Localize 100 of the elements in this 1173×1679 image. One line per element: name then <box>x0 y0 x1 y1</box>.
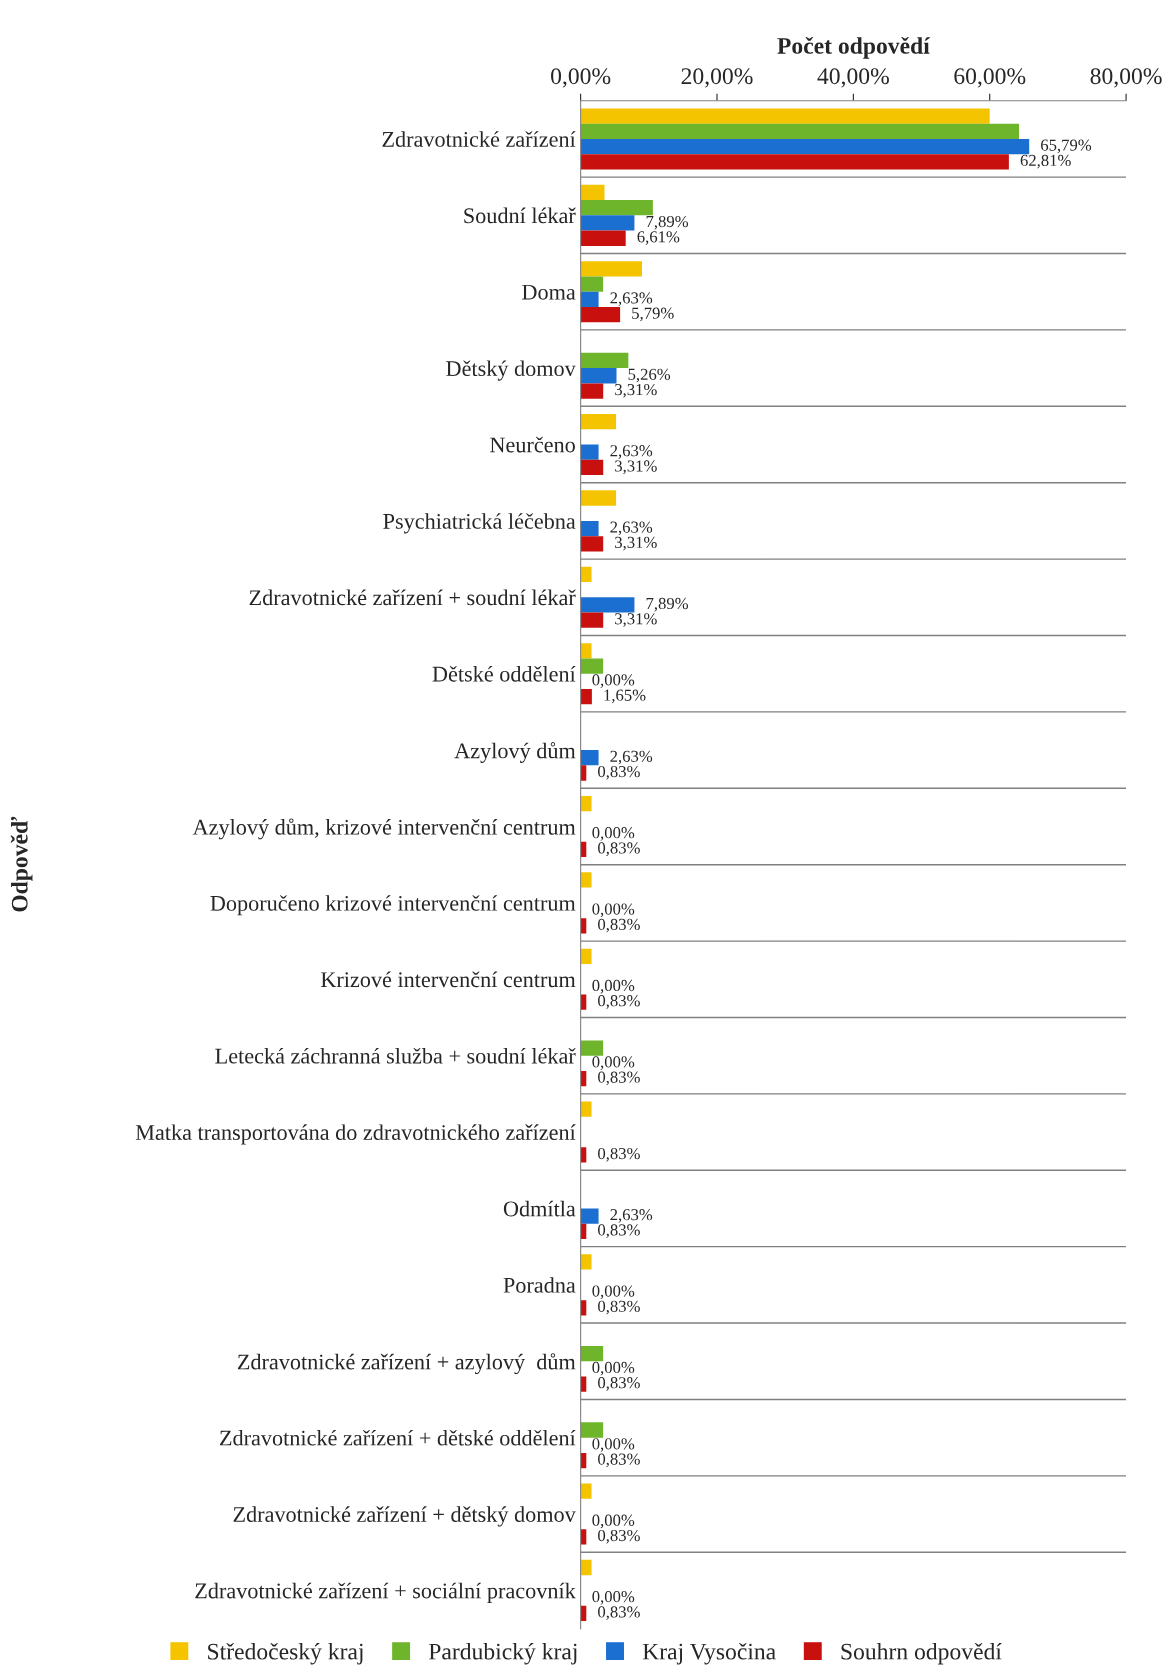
bar <box>580 750 599 766</box>
data-label: 5,79% <box>632 307 674 322</box>
data-label: 0,00% <box>592 1056 635 1070</box>
y-tick-label: Azylový dům, krizové intervenční centrum <box>192 818 576 840</box>
data-label: 2,63% <box>610 1209 653 1223</box>
bar <box>580 307 621 323</box>
x-tick-label: 80,00% <box>1090 68 1162 88</box>
data-label: 0,83% <box>598 1529 640 1544</box>
data-label: 2,63% <box>610 292 653 306</box>
data-label: 62,81% <box>1020 154 1071 169</box>
data-label: 0,83% <box>598 842 640 856</box>
data-label: 0,00% <box>592 1514 635 1529</box>
y-tick-label: Zdravotnické zařízení <box>382 131 576 147</box>
bar <box>580 1040 604 1056</box>
y-tick-label: Zdravotnické zařízení + dětské oddělení <box>220 1429 576 1446</box>
y-tick-label: Soudní lékař <box>464 207 576 224</box>
bar <box>580 383 604 399</box>
bar <box>580 154 1009 170</box>
data-label: 2,63% <box>610 750 653 765</box>
y-tick-label: Doma <box>522 284 576 300</box>
bar <box>580 612 604 628</box>
legend-label: Souhrn odpovědí <box>841 1642 1002 1665</box>
y-tick-label: Zdravotnické zařízení + sociální pracovník <box>195 1582 576 1603</box>
data-label: 2,63% <box>610 445 653 459</box>
x-tick-label: 0,00% <box>551 68 611 88</box>
bar <box>580 1559 592 1576</box>
data-label: 0,83% <box>598 1147 640 1162</box>
bar <box>580 215 635 231</box>
data-label: 0,83% <box>598 765 640 780</box>
bar <box>580 108 990 124</box>
data-label: 7,89% <box>646 215 689 230</box>
data-label: 1,65% <box>604 689 646 704</box>
bar <box>580 184 605 201</box>
data-label: 0,83% <box>598 1377 640 1391</box>
data-label: 65,79% <box>1041 139 1092 154</box>
data-label: 7,89% <box>646 597 689 612</box>
data-label: 6,61% <box>637 231 680 245</box>
bar <box>580 1147 587 1163</box>
data-label: 0,83% <box>598 1224 640 1238</box>
bar <box>580 291 599 308</box>
data-label: 0,00% <box>592 1285 635 1300</box>
bar <box>580 948 592 964</box>
data-label: 0,00% <box>592 903 635 918</box>
bar <box>580 1345 604 1362</box>
x-tick-label: 40,00% <box>817 68 889 88</box>
bar <box>580 368 617 384</box>
bar <box>580 1101 592 1117</box>
bar <box>580 536 604 552</box>
bar <box>580 1208 599 1224</box>
data-label: 0,83% <box>598 1453 640 1468</box>
legend-label: Kraj Vysočina <box>642 1642 776 1665</box>
data-label: 3,31% <box>615 460 657 474</box>
bar <box>580 872 592 888</box>
y-tick-label: Odmítla <box>503 1200 576 1217</box>
data-label: 0,83% <box>598 1606 640 1620</box>
bar <box>580 230 626 246</box>
data-label: 0,00% <box>592 1591 635 1605</box>
y-tick-label: Zdravotnické zařízení + dětský domov <box>233 1506 576 1527</box>
data-label: 3,31% <box>615 536 657 551</box>
bar <box>580 459 604 476</box>
bar <box>580 658 604 674</box>
data-label: 0,00% <box>592 674 635 688</box>
y-tick-label: Dětské oddělení <box>432 665 576 682</box>
bar <box>580 520 599 537</box>
bar <box>580 444 599 460</box>
data-label: 0,00% <box>592 1361 635 1376</box>
y-tick-label: Poradna <box>503 1277 576 1293</box>
bar <box>580 1483 592 1499</box>
y-tick-label: Psychiatrická léčebna <box>383 513 576 534</box>
bar <box>580 1254 592 1270</box>
data-label: 3,31% <box>615 613 657 627</box>
x-axis-title: Počet odpovědí <box>777 36 931 59</box>
y-tick-label: Zdravotnické zařízení + soudní lékař <box>249 589 576 606</box>
bar <box>580 688 592 705</box>
bar <box>580 276 604 292</box>
bar <box>580 1422 604 1438</box>
data-label: 3,31% <box>615 383 657 398</box>
bar <box>580 765 587 781</box>
data-label: 0,83% <box>598 1071 640 1086</box>
y-tick-label: Zdravotnické zařízení + azylový dům <box>237 1353 576 1375</box>
y-tick-label: Krizové intervenční centrum <box>320 971 576 988</box>
bar <box>580 352 629 369</box>
x-tick-label: 60,00% <box>954 68 1026 88</box>
bar <box>580 490 617 506</box>
data-label: 2,63% <box>610 521 653 536</box>
data-label: 5,26% <box>628 368 671 383</box>
data-label: 0,83% <box>598 1300 640 1315</box>
bar <box>580 261 642 277</box>
x-tick-label: 20,00% <box>681 68 753 88</box>
bar <box>580 597 635 613</box>
bar <box>580 795 592 812</box>
y-tick-label: Dětský domov <box>446 360 576 381</box>
bar <box>580 566 592 583</box>
y-tick-label: Doporučeno krizové intervenční centrum <box>210 895 576 916</box>
bar <box>580 200 653 216</box>
y-tick-label: Neurčeno <box>490 436 575 453</box>
y-axis-title: Odpověď <box>10 816 33 912</box>
y-tick-label: Matka transportována do zdravotnického zařízení <box>135 1124 576 1145</box>
data-label: 0,00% <box>592 1438 635 1452</box>
data-label: 0,83% <box>598 918 640 933</box>
